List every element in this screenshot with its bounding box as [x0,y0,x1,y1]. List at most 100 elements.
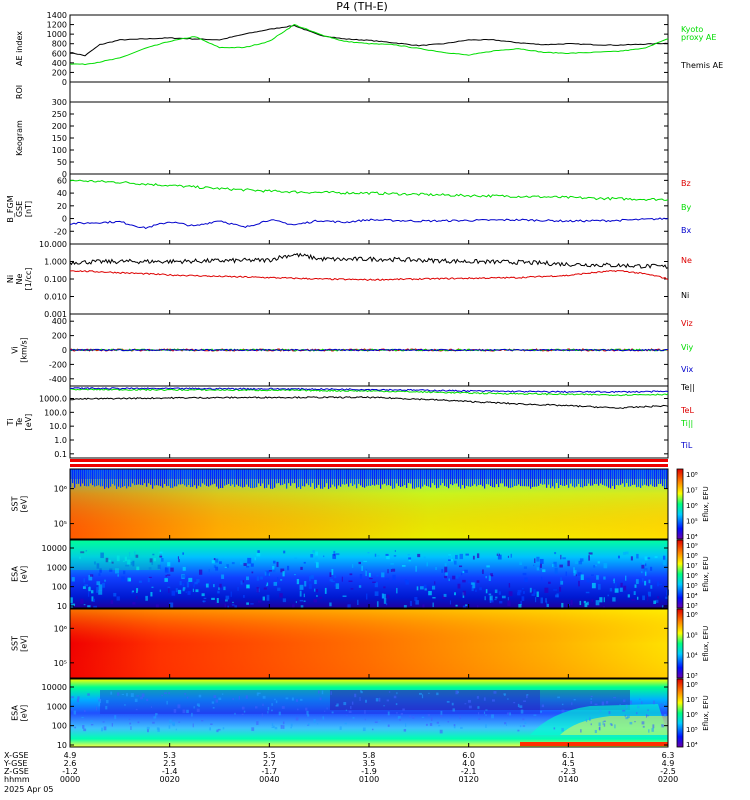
plot-title: P4 (TH-E) [336,0,388,13]
sst_e-cbar-tick: 10⁶ [686,502,698,510]
esa_i-tick: 10000 [42,683,67,692]
orbit-value: 3.5 [363,759,376,768]
esa_e-cbar-tick: 10⁸ [686,552,698,560]
sst_i-cbar-tick: 10⁶ [686,611,698,619]
orbit-value: -1.4 [162,767,178,776]
esa_i-ylabel: ESA [eV] [11,705,29,722]
svg-text:Ti: Ti [6,419,15,427]
colorbars [676,468,684,748]
ae-tick: 200 [52,68,67,77]
esa_e-tick: 1000 [47,563,67,572]
ti-series-1 [69,388,669,397]
svg-text:ESA: ESA [11,566,20,582]
orbit-value: 4.0 [462,759,475,768]
bfgm-tick: 60 [57,176,67,185]
orbit-value: 0140 [558,775,578,784]
orbit-value: -1.9 [361,767,377,776]
esa_i-cbar-tick: 10⁶ [686,711,698,719]
ti-series-2 [69,387,669,394]
legend-temp-1: TeL [680,406,694,415]
sst-ion-spectrogram [69,608,669,679]
ae-series-0 [69,24,669,57]
esa-electron-spectrogram [69,539,669,611]
svg-text:[nT]: [nT] [24,201,33,217]
esa_e-tick: 100 [52,583,67,592]
ti-tick: 100.0 [44,408,67,417]
ae-panel [69,14,669,83]
orbit-value: 0020 [159,775,179,784]
esa_e-cbar-tick: 10⁵ [686,582,698,590]
orbit-value: 5.5 [263,751,276,760]
legend-proxy-ae: proxy AE [681,33,716,42]
legend-vix: Vix [681,365,694,374]
orbit-value: 4.9 [662,759,675,768]
sst_e-tick: 10⁶ [54,485,67,494]
svg-text:[1/cc]: [1/cc] [24,268,33,291]
esa_e-cbar-tick: 10⁶ [686,572,698,580]
orbit-value: 4.9 [64,751,77,760]
vi-series-0 [69,348,669,352]
keogram-tick: 150 [52,134,67,143]
ti-tick: 1.0 [54,436,67,445]
ti-tick: 0.1 [54,450,67,459]
keogram-tick: 0 [62,170,67,179]
esa_i-cbar-label: Eflux, EFU [702,695,710,730]
ti-ylabel: Ti Te [eV] [6,414,33,431]
svg-text:Vi: Vi [11,346,20,354]
esa_i-tick: 100 [52,722,67,731]
svg-text:[eV]: [eV] [20,496,29,513]
sst_e-tick: 10⁵ [54,520,67,529]
plot-date: 2025 Apr 05 [4,785,53,794]
orbit-value: 2.5 [163,759,176,768]
esa_i-tick: 1000 [47,702,67,711]
svg-text:[eV]: [eV] [24,414,33,431]
roi-ylabel: ROI [15,85,24,99]
keogram-tick: 200 [52,122,67,131]
keogram-tick: 50 [57,158,67,167]
svg-text:GSE: GSE [15,201,24,217]
keogram-tick: 100 [52,146,67,155]
sst_i-cbar-label: Eflux, EFU [702,626,710,661]
ni-tick: 10.000 [39,240,67,249]
vi-tick: -200 [49,360,67,369]
legend-ne: Ne [681,256,692,265]
svg-text:ESA: ESA [11,705,20,721]
legend-temp-0: Te|| [680,383,695,392]
orbit-value: -2.3 [561,767,577,776]
vi-tick: -400 [49,375,67,384]
svg-text:Keogram: Keogram [15,120,24,156]
orbit-label: hhmm [4,775,30,784]
vi-tick: 200 [52,332,67,341]
orbit-value: 0100 [359,775,379,784]
ti-tick: 1000.0 [39,394,67,403]
keogram-panel [69,101,669,175]
orbit-value: 0120 [458,775,478,784]
sst_i-tick: 10⁵ [54,659,67,668]
orbit-value: 6.0 [462,751,475,760]
orbit-value: 2.6 [64,759,77,768]
svg-text:[eV]: [eV] [20,566,29,583]
orbit-value: -1.2 [62,767,78,776]
vi-tick: 0 [62,346,67,355]
ti-panel [69,385,669,459]
esa_i-tick: 10 [57,741,67,750]
ne-series [69,252,669,269]
ni-ylabel: Ni Ne [1/cc] [6,268,33,291]
esa_e-tick: 10000 [42,544,67,553]
legend-bx: Bx [681,226,691,235]
status-bar [70,459,668,467]
ni-tick: 1.000 [44,258,67,267]
esa_e-cbar-tick: 10⁷ [686,562,698,570]
esa_e-ylabel: ESA [eV] [11,566,29,583]
sst_i-tick: 10⁶ [54,624,67,633]
bfgm-ylabel: B_FGM GSE [nT] [6,195,33,222]
esa_e-cbar-label: Eflux, EFU [702,556,710,591]
esa_i-cbar-tick: 10⁸ [686,681,698,689]
esa_i-cbar-tick: 10⁴ [686,741,698,749]
orbit-label: Z-GSE [4,767,29,776]
sst_i-cbar-tick: 10⁴ [686,652,698,660]
esa_e-cbar-tick: 10⁴ [686,592,698,600]
legend-temp-2: Ti|| [680,419,693,428]
bz-series [69,179,669,201]
